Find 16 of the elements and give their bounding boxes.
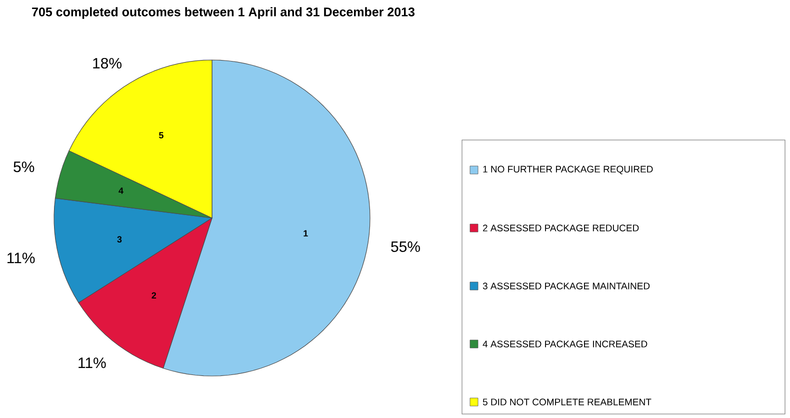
legend-label: 2 ASSESSED PACKAGE REDUCED	[483, 224, 639, 232]
text: 3	[117, 236, 122, 243]
data-label: 55%	[391, 241, 420, 252]
chart-title: 705 completed outcomes between 1 April and 31 December 2013	[32, 7, 415, 19]
text: 5	[158, 132, 164, 138]
legend-label: 5 DID NOT COMPLETE REABLEMENT	[482, 398, 652, 406]
legend-label: 1 NO FURTHER PACKAGE REQUIRED	[483, 166, 653, 174]
legend-label: 3 ASSESSED PACKAGE MAINTAINED	[482, 282, 650, 290]
text: 4	[118, 188, 124, 194]
legend-label: 4 ASSESSED PACKAGE INCREASED	[482, 340, 648, 348]
data-label: 5%	[14, 162, 34, 172]
data-label: 11%	[7, 252, 35, 264]
text: 1	[304, 230, 308, 236]
text: 2	[152, 292, 156, 299]
data-label: 11%	[78, 358, 106, 368]
data-label: 18%	[93, 58, 122, 69]
